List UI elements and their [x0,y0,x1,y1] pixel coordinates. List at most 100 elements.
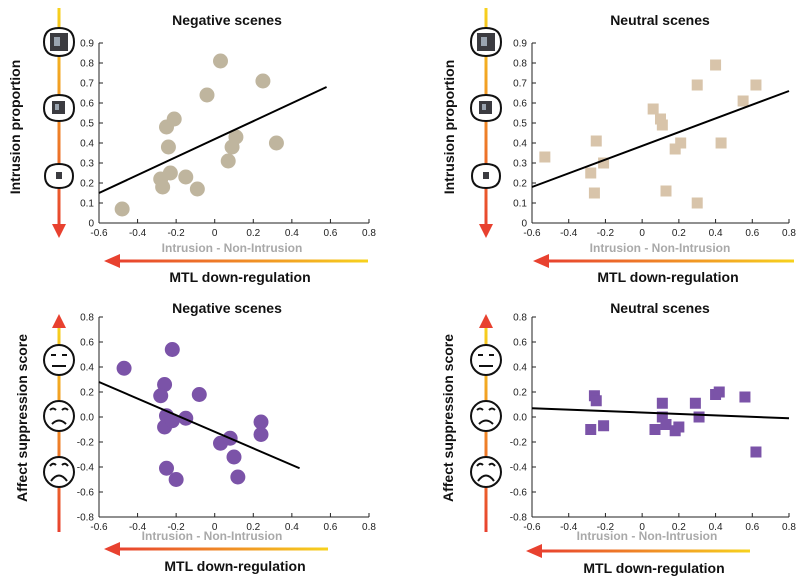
x-tick-label: 0 [212,228,218,239]
data-point [713,386,725,398]
data-point [189,181,205,197]
x-tick-label: 0.4 [285,522,299,533]
x-tick-label: 0.6 [745,522,759,533]
y-tick-label: 0.8 [80,59,94,70]
data-point [750,79,762,91]
data-point [116,360,132,376]
y-tick-label: 0.5 [80,119,94,130]
medium-intrusion-thought-icon-right [469,93,503,123]
data-point [213,53,228,69]
data-point [160,139,176,155]
y-tick-label: 0 [521,219,527,230]
data-point [675,137,687,149]
data-point [588,187,600,199]
y-axis-label-bottom-right: Affect suppression score [440,334,456,502]
distressed-face-icon [43,456,75,488]
data-points [116,342,269,487]
data-point [655,113,666,125]
sad-face-icon [43,400,75,432]
y-tick-label: 0.1 [80,199,94,210]
regression-line [531,407,790,420]
y-tick-label: 0.8 [513,59,527,70]
data-point [715,137,727,149]
y-tick-label: -0.8 [510,513,528,524]
high-intrusion-thought-icon [42,26,76,58]
data-point [228,129,244,145]
data-points [539,59,762,209]
axes: -0.6 -0.4 -0.2 0 0.2 0.4 0.6 0.8 0 0.1 0.2 0.3 0.4 0.… [513,39,796,240]
x-tick-label: 0.4 [709,228,723,239]
mtl-arrow-top-right [533,254,794,268]
y-tick-label: 0.3 [513,159,527,170]
data-point [159,460,174,476]
data-point [178,169,194,185]
y-tick-label: 0.3 [80,159,94,170]
data-point [157,377,173,392]
x-tick-label: -0.4 [560,228,578,239]
x-tick-label: 0.6 [323,522,337,533]
x-axis-label-bottom-left: Intrusion - Non-Intrusion [142,529,283,543]
y-tick-label: -0.4 [77,463,95,474]
x-tick-label: 0 [212,522,218,533]
y-tick-label: 0.8 [80,313,94,324]
low-intrusion-thought-icon-right [470,162,502,190]
y-tick-label: 0.0 [80,413,94,424]
y-axis-label-bottom-left: Affect suppression score [14,334,30,502]
data-point [220,153,236,169]
data-point [255,73,271,89]
x-tick-label: 0.2 [246,522,260,533]
y-axis-label-top-left: Intrusion proportion [7,60,23,195]
x-axis-label-bottom-right: Intrusion - Non-Intrusion [577,529,718,543]
data-point [590,135,602,147]
data-point [114,201,130,217]
data-point [691,197,703,209]
arrow-label-top-right: MTL down-regulation [597,269,738,285]
x-tick-label: 0.2 [672,522,686,533]
high-intrusion-thought-icon-right [469,26,503,58]
y-tick-label: -0.6 [510,488,528,499]
x-tick-label: -0.4 [129,522,147,533]
data-point [155,179,171,195]
data-point [164,413,180,429]
y-tick-label: 0.4 [513,139,527,150]
data-point [737,95,749,107]
y-tick-label: 0.9 [80,39,94,50]
data-point [660,185,672,197]
y-tick-label: 0.7 [513,79,527,90]
distressed-face-icon-right [470,456,502,488]
y-tick-label: -0.2 [510,438,528,449]
x-tick-label: 0.2 [246,228,260,239]
axes: -0.6 -0.4 -0.2 0 0.2 0.4 0.6 0.8 0 0.1 0.2 0.3 0.4 0.… [80,39,376,240]
data-point [656,119,668,131]
y-tick-label: 0.9 [513,39,527,50]
panel-title-top-left: Negative scenes [172,12,282,28]
y-tick-label: 0.4 [513,363,527,374]
data-point [691,79,703,91]
regression-line [98,381,300,470]
mtl-arrow-bottom-left [104,542,328,556]
y-tick-label: 0.8 [513,313,527,324]
data-point [199,87,215,103]
data-point [656,397,668,409]
x-tick-label: 0 [639,522,645,533]
x-tick-label: -0.4 [560,522,578,533]
sad-face-icon-right [470,400,502,432]
x-tick-label: -0.4 [129,228,147,239]
y-tick-label: 0.0 [513,413,527,424]
data-point [539,151,551,163]
x-tick-label: 0 [639,228,645,239]
scatter-panel-negative-intrusion: -0.6 -0.4 -0.2 0 0.2 0.4 0.6 0.8 0 0.1 0.2 0.3 0.4 0.… [80,39,376,240]
mtl-arrow-bottom-right [526,544,750,558]
x-tick-label: -0.6 [90,522,108,533]
panel-title-bottom-right: Neutral scenes [610,300,710,316]
data-point [590,395,602,407]
y-tick-label: -0.4 [510,463,528,474]
y-tick-label: 0.2 [80,388,94,399]
y-tick-label: 0.2 [80,179,94,190]
neutral-face-icon [43,344,75,376]
data-point [585,424,597,435]
y-tick-label: 0.6 [80,338,94,349]
panel-title-top-right: Neutral scenes [610,12,710,28]
regression-line [98,86,327,194]
